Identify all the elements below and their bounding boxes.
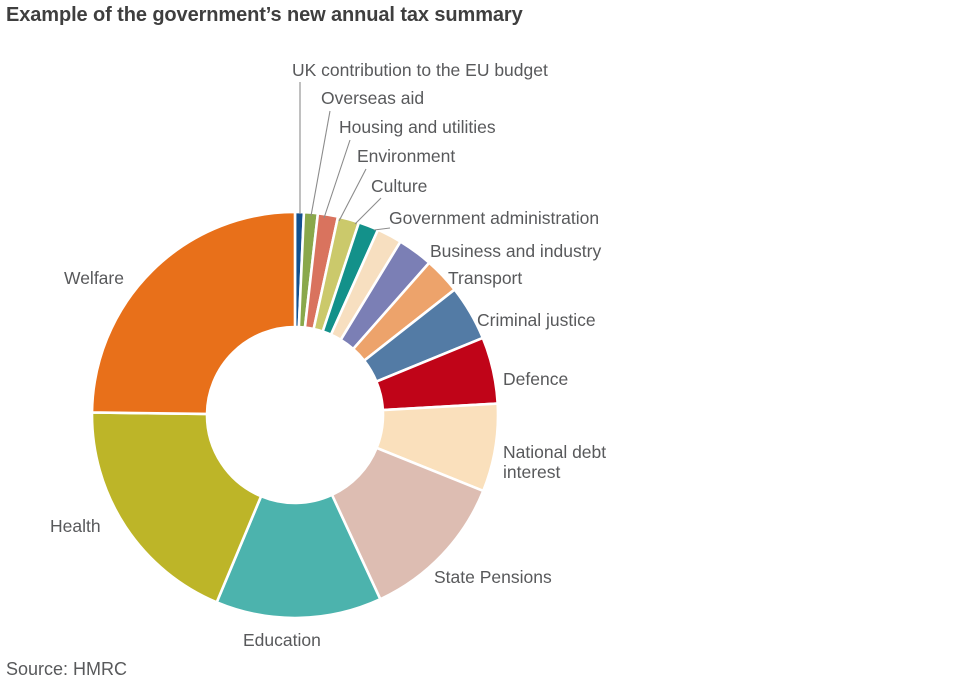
leader-lines (299, 82, 391, 231)
slice-label-housing-utilities: Housing and utilities (339, 117, 496, 137)
leader-line-overseas-aid (310, 110, 331, 217)
slice-label-criminal-justice: Criminal justice (477, 310, 596, 330)
slice-label-environment: Environment (357, 146, 456, 166)
slice-label-culture: Culture (371, 176, 428, 196)
slice-label-national-debt-interest: National debt interest (503, 442, 607, 482)
slice-label-health: Health (50, 516, 101, 536)
leader-line-government-administration (373, 227, 391, 231)
pie-slice[interactable]: Welfare (90, 210, 297, 416)
slice-label-government-administration: Government administration (389, 208, 600, 228)
slice-label-business-industry: Business and industry (430, 241, 602, 261)
page-title: Example of the government’s new annual t… (6, 4, 523, 26)
leader-line-environment (338, 168, 367, 222)
slice-label-transport: Transport (448, 268, 523, 288)
slice-label-welfare: Welfare (64, 268, 124, 288)
pie-slice[interactable]: Health (90, 411, 263, 604)
pie-slices: UK contribution to the EU budgetOverseas… (90, 210, 500, 620)
slice-label-education: Education (243, 630, 321, 650)
leader-line-housing-utilities (323, 139, 351, 219)
pie-slice[interactable]: Education (215, 493, 382, 620)
slice-label-state-pensions: State Pensions (434, 567, 552, 587)
slice-label-uk-eu-budget: UK contribution to the EU budget (292, 60, 548, 80)
leader-line-culture (354, 197, 382, 225)
slice-label-overseas-aid: Overseas aid (321, 88, 425, 108)
slice-label-defence: Defence (503, 369, 569, 389)
source-note: Source: HMRC (6, 659, 128, 679)
